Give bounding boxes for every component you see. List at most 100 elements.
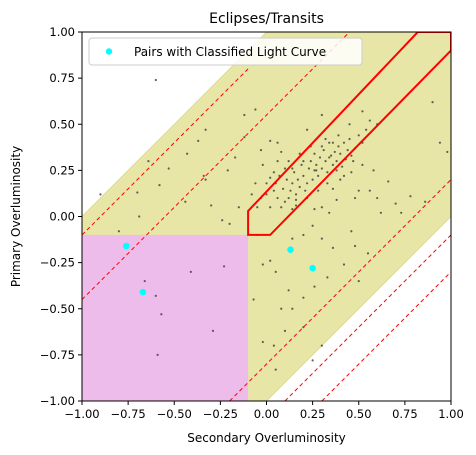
scatter-point	[156, 353, 159, 356]
scatter-point	[210, 204, 213, 207]
scatter-point	[269, 176, 272, 179]
scatter-point	[313, 208, 316, 211]
scatter-point	[350, 154, 353, 157]
scatter-point	[294, 198, 298, 201]
scatter-point	[298, 152, 301, 155]
classified-pairs-points	[122, 242, 316, 296]
scatter-point	[287, 160, 290, 163]
scatter-point	[320, 237, 323, 240]
scatter-point	[291, 307, 294, 310]
scatter-point	[282, 187, 285, 190]
scatter-point	[307, 167, 311, 170]
scatter-point	[254, 182, 257, 185]
x-axis-ticks: −1.00 −0.75 −0.50 −0.25 0.00 0.25 0.50 0.75 1.00	[64, 401, 464, 421]
scatter-point	[365, 128, 368, 131]
scatter-point	[313, 285, 316, 288]
scatter-point	[143, 279, 146, 283]
scatter-point	[317, 174, 320, 178]
scatter-point	[324, 160, 327, 163]
scatter-point	[302, 174, 305, 178]
scatter-point	[353, 244, 357, 248]
chart-title: Eclipses/Transits	[209, 11, 324, 27]
scatter-point	[259, 148, 263, 152]
scatter-point	[328, 141, 331, 144]
scatter-point	[357, 189, 360, 192]
y-tick-label: 0.75	[49, 71, 75, 85]
scatter-point	[331, 246, 335, 249]
scatter-point	[353, 196, 357, 200]
scatter-point	[289, 189, 292, 192]
scatter-point	[302, 233, 305, 237]
scatter-point	[313, 169, 316, 172]
scatter-point	[302, 296, 305, 299]
x-tick-label: −0.75	[111, 407, 146, 421]
y-tick-label: −1.00	[40, 394, 75, 408]
scatter-point	[311, 224, 314, 227]
x-tick-label: 0.75	[392, 407, 418, 421]
magenta-region	[82, 234, 249, 401]
scatter-point	[256, 206, 259, 209]
x-tick-label: −0.25	[203, 407, 238, 421]
scatter-point	[158, 184, 161, 187]
scatter-point	[335, 160, 338, 163]
classified-pair-point	[122, 242, 130, 250]
scatter-point	[350, 230, 353, 233]
scatter-point	[324, 137, 327, 141]
scatter-point	[269, 259, 272, 262]
scatter-point	[342, 263, 346, 266]
y-tick-label: −0.50	[40, 302, 75, 316]
legend-box	[88, 37, 363, 66]
scatter-point	[379, 211, 382, 214]
scatter-point	[348, 123, 351, 126]
scatter-point	[291, 208, 294, 211]
scatter-point	[366, 252, 370, 255]
scatter-point	[339, 152, 342, 155]
scatter-point	[276, 160, 279, 163]
x-tick-label: 0.25	[300, 407, 326, 421]
scatter-point	[424, 200, 427, 203]
scatter-point	[254, 108, 257, 111]
scatter-point	[309, 160, 312, 163]
scatter-point	[154, 294, 157, 297]
scatter-point	[265, 182, 268, 185]
scatter-point	[400, 211, 403, 214]
scatter-point	[99, 193, 102, 196]
red-selection-polygon	[247, 32, 451, 236]
scatter-point	[337, 145, 340, 148]
scatter-point	[221, 219, 224, 222]
y-tick-label: 0.50	[49, 117, 75, 131]
scatter-point	[387, 180, 390, 183]
scatter-point	[300, 163, 303, 166]
scatter-point	[250, 193, 253, 196]
scatter-point	[167, 167, 170, 170]
scatter-point	[147, 160, 150, 163]
y-tick-label: −0.25	[40, 256, 75, 270]
scatter-point	[280, 307, 283, 310]
scatter-point	[446, 150, 449, 154]
scatter-point	[252, 298, 255, 301]
scatter-point	[346, 148, 349, 152]
scatter-point	[226, 169, 229, 172]
scatter-point	[431, 101, 434, 104]
scatter-point	[243, 136, 246, 139]
scatter-point	[184, 200, 187, 203]
y-tick-label: 0.00	[49, 210, 75, 224]
scatter-point	[311, 359, 314, 362]
scatter-point	[204, 178, 207, 181]
legend-label: Pairs with Classified Light Curve	[134, 45, 326, 59]
scatter-point	[368, 189, 371, 192]
scatter-point	[331, 141, 335, 144]
x-tick-label: 1.00	[438, 407, 464, 421]
dashed-line-4	[321, 271, 451, 401]
y-axis-label: Primary Overluminosity	[9, 146, 23, 287]
scatter-point	[337, 134, 340, 137]
scatter-point	[333, 150, 336, 154]
scatter-point	[328, 156, 331, 159]
scatter-point	[234, 156, 237, 159]
y-tick-label: −0.75	[40, 348, 75, 362]
scatter-point	[342, 141, 346, 144]
scatter-point	[317, 189, 320, 192]
scatter-point	[326, 182, 329, 185]
scatter-point	[326, 276, 329, 279]
